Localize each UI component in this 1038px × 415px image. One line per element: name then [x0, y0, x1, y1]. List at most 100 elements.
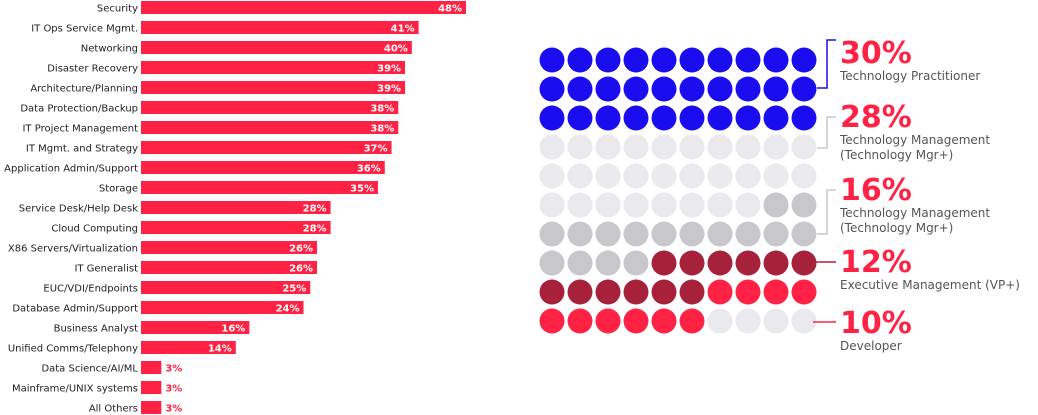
bar-11 — [141, 201, 331, 214]
waffle-cell — [763, 134, 789, 160]
bar-category-label: Unified Comms/Telephony — [8, 344, 138, 355]
waffle-cell — [791, 279, 817, 305]
waffle-cell — [679, 221, 705, 247]
bar-21 — [141, 401, 162, 414]
waffle-cell — [651, 163, 677, 189]
waffle-cell — [679, 134, 705, 160]
waffle-cell — [595, 76, 621, 102]
waffle-cell — [735, 134, 761, 160]
bar-5 — [141, 81, 406, 94]
waffle-cell — [539, 192, 565, 218]
waffle-cell — [623, 105, 649, 131]
waffle-cell — [791, 192, 817, 218]
waffle-cell — [567, 134, 593, 160]
waffle-series-label: Developer — [840, 339, 902, 353]
bar-value-label: 24% — [276, 304, 300, 315]
waffle-cell — [791, 47, 817, 73]
bar-category-label: Security — [97, 4, 138, 15]
bar-category-label: Database Admin/Support — [12, 304, 138, 315]
bar-15 — [141, 281, 311, 294]
waffle-cell — [651, 192, 677, 218]
waffle-percent-label: 28% — [840, 100, 912, 135]
waffle-cell — [791, 105, 817, 131]
waffle-cell — [567, 279, 593, 305]
waffle-cell — [707, 279, 733, 305]
waffle-cell — [595, 134, 621, 160]
waffle-cell — [595, 250, 621, 276]
waffle-cell — [567, 221, 593, 247]
waffle-cell — [707, 105, 733, 131]
waffle-cell — [651, 105, 677, 131]
waffle-cell — [623, 308, 649, 334]
waffle-cell — [679, 308, 705, 334]
bar-category-label: Business Analyst — [54, 324, 138, 335]
waffle-cell — [735, 221, 761, 247]
bar-18 — [141, 341, 236, 354]
waffle-series-sublabel: (Technology Mgr+) — [840, 148, 953, 162]
waffle-cell — [595, 308, 621, 334]
bar-value-label: 36% — [357, 164, 381, 175]
waffle-cell — [763, 192, 789, 218]
waffle-cell — [567, 192, 593, 218]
waffle-cell — [735, 47, 761, 73]
bar-category-label: EUC/VDI/Endpoints — [43, 284, 138, 295]
bar-category-label: Networking — [81, 44, 138, 55]
waffle-cell — [679, 47, 705, 73]
waffle-cell — [707, 192, 733, 218]
waffle-cell — [539, 134, 565, 160]
waffle-cell — [735, 308, 761, 334]
waffle-cell — [595, 163, 621, 189]
waffle-cell — [791, 163, 817, 189]
bar-category-label: IT Ops Service Mgmt. — [31, 24, 138, 35]
bar-category-label: Service Desk/Help Desk — [19, 204, 138, 215]
waffle-series-sublabel: (Technology Mgr+) — [840, 221, 953, 235]
waffle-cell — [567, 47, 593, 73]
waffle-chart: 30%Technology Practitioner28%Technology … — [539, 36, 1020, 353]
bar-value-label: 25% — [282, 284, 306, 295]
bar-12 — [141, 221, 331, 234]
waffle-cell — [707, 163, 733, 189]
waffle-cell — [735, 279, 761, 305]
waffle-cell — [679, 163, 705, 189]
waffle-cell — [595, 47, 621, 73]
waffle-cell — [707, 76, 733, 102]
legend-connector — [817, 116, 836, 149]
waffle-cell — [539, 221, 565, 247]
bar-category-label: Cloud Computing — [51, 224, 138, 235]
bar-category-label: All Others — [89, 404, 138, 415]
bar-category-label: Data Science/AI/ML — [41, 364, 138, 375]
waffle-cell — [651, 134, 677, 160]
bar-value-label: 35% — [350, 184, 374, 195]
waffle-cell — [623, 192, 649, 218]
waffle-cell — [651, 47, 677, 73]
bar-3 — [141, 41, 412, 54]
waffle-percent-label: 30% — [840, 36, 912, 71]
waffle-cell — [791, 221, 817, 247]
waffle-cell — [651, 250, 677, 276]
bar-value-label: 48% — [438, 4, 462, 15]
bar-7 — [141, 121, 399, 134]
waffle-cell — [623, 47, 649, 73]
waffle-cell — [595, 192, 621, 218]
waffle-cell — [763, 308, 789, 334]
waffle-cell — [791, 76, 817, 102]
waffle-percent-label: 12% — [840, 245, 912, 280]
waffle-cell — [679, 76, 705, 102]
waffle-cell — [567, 105, 593, 131]
waffle-cell — [623, 163, 649, 189]
bar-8 — [141, 141, 392, 154]
waffle-cell — [539, 250, 565, 276]
waffle-cell — [651, 76, 677, 102]
waffle-cell — [707, 47, 733, 73]
waffle-cell — [735, 192, 761, 218]
legend-connector — [817, 189, 836, 235]
bar-category-label: Application Admin/Support — [4, 164, 138, 175]
waffle-cell — [763, 105, 789, 131]
waffle-cell — [651, 308, 677, 334]
legend-connector — [817, 39, 836, 89]
waffle-cell — [791, 134, 817, 160]
waffle-cell — [595, 105, 621, 131]
bar-6 — [141, 101, 399, 114]
waffle-series-label: Executive Management (VP+) — [840, 278, 1020, 292]
bar-value-label: 28% — [303, 204, 327, 215]
